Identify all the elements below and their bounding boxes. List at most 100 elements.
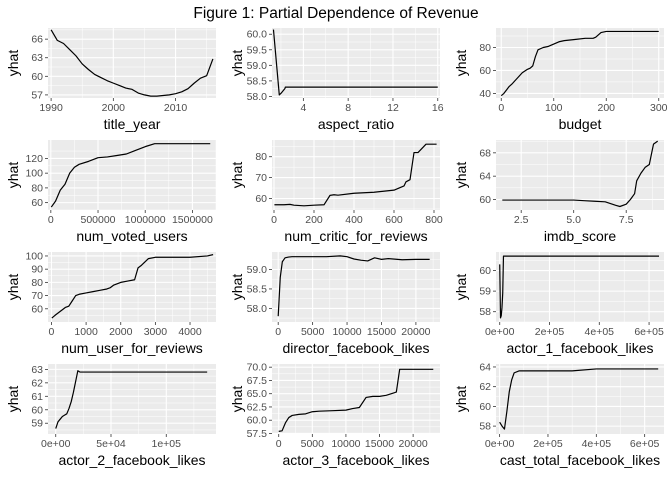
chart-panel-director_facebook_likes: 0 5000 10000 15000 20000 58.0 58.5 59.0 director…	[229, 252, 440, 356]
series-line-num_user_for_reviews	[51, 254, 214, 319]
chart-panel-cast_total_facebook_likes: 0e+00 2e+05 4e+05 6e+05 58 60 62 64 cast_total_f…	[453, 361, 664, 468]
x-tick-label: 8	[345, 102, 351, 114]
y-tick-label: 100	[25, 250, 43, 262]
x-tick-label: 600	[385, 214, 403, 226]
x-tick-label: 2.5	[514, 214, 529, 226]
y-tick-label: 68	[479, 147, 491, 159]
x-tick-label: 5000	[301, 326, 325, 338]
y-tick-label: 70	[31, 290, 43, 302]
x-tick-label: 5.0	[566, 214, 581, 226]
series-line-actor_1_facebook_likes	[499, 255, 660, 319]
y-tick-label: 62	[479, 381, 491, 393]
panel-background	[48, 252, 216, 322]
x-tick-label: 0e+00	[485, 438, 515, 450]
figure-title: Figure 1: Partial Dependence of Revenue	[193, 5, 478, 22]
y-axis-title: yhat	[453, 386, 469, 413]
x-tick-label: 15000	[365, 438, 394, 450]
x-tick-label: 4e+05	[585, 326, 615, 338]
x-axis-title: budget	[559, 116, 602, 132]
y-tick-label: 60.0	[247, 415, 268, 427]
panel-background	[48, 28, 216, 98]
x-tick-label: 5000	[301, 438, 325, 450]
x-axis-title: aspect_ratio	[318, 116, 394, 132]
x-tick-label: 1e+05	[152, 438, 182, 450]
x-tick-label: 3000	[144, 326, 168, 338]
y-tick-label: 59.0	[247, 60, 268, 72]
panel-background	[496, 140, 664, 210]
y-axis-title: yhat	[453, 274, 469, 301]
x-axis-title: actor_2_facebook_likes	[58, 452, 205, 468]
x-tick-label: 0	[49, 326, 55, 338]
y-tick-label: 80	[255, 151, 267, 163]
x-axis-title: num_critic_for_reviews	[284, 228, 427, 244]
x-tick-label: 2e+05	[535, 326, 565, 338]
y-tick-label: 60	[479, 194, 491, 206]
series-line-num_critic_for_reviews	[274, 143, 437, 207]
y-tick-label: 59	[479, 286, 491, 298]
x-tick-label: 0	[276, 438, 282, 450]
x-tick-label: 2000	[109, 326, 133, 338]
y-tick-label: 60	[479, 65, 491, 77]
y-tick-label: 58.5	[247, 75, 268, 87]
panel-background	[272, 364, 440, 434]
y-tick-label: 57	[31, 89, 43, 101]
x-tick-label: 1000	[74, 326, 98, 338]
y-axis-title: yhat	[5, 274, 21, 301]
x-tick-label: 7.5	[619, 214, 634, 226]
x-tick-label: 10000	[332, 326, 361, 338]
y-tick-label: 62	[31, 377, 43, 389]
y-axis-title: yhat	[453, 162, 469, 189]
y-tick-label: 61	[31, 391, 43, 403]
y-tick-label: 60	[479, 265, 491, 277]
x-tick-label: 2e+05	[533, 438, 563, 450]
y-tick-label: 60	[255, 193, 267, 205]
y-tick-label: 100	[25, 168, 43, 180]
y-tick-label: 62.5	[247, 401, 268, 413]
x-tick-label: 200	[305, 214, 323, 226]
chart-panel-aspect_ratio: 4 8 12 16 58.0 58.5 59.0 59.5 60.0 aspect_ratio yh…	[229, 28, 444, 132]
x-tick-label: 0e+00	[485, 326, 515, 338]
x-tick-label: 2010	[164, 102, 188, 114]
series-line-imdb_score	[502, 140, 659, 208]
chart-panel-num_voted_users: 0 500000 1000000 1500000 60 80 100 120 num_voted…	[5, 140, 217, 244]
series-line-aspect_ratio	[272, 29, 438, 96]
y-tick-label: 58	[479, 306, 491, 318]
x-tick-label: 12	[387, 102, 399, 114]
panel-background	[272, 252, 440, 322]
y-tick-label: 80	[479, 42, 491, 54]
panel-background	[48, 140, 216, 210]
panel-background	[48, 364, 216, 434]
y-tick-label: 60	[31, 303, 43, 315]
y-tick-label: 63	[31, 364, 43, 376]
x-tick-label: 1500000	[172, 214, 213, 226]
chart-panel-budget: 0 100 200 300 40 60 80 budget yhat	[453, 28, 668, 132]
panel-background	[272, 28, 440, 98]
x-tick-label: 20000	[399, 438, 428, 450]
x-tick-label: 0	[271, 214, 277, 226]
series-line-title_year	[50, 29, 214, 97]
x-axis-title: num_user_for_reviews	[61, 340, 203, 356]
x-axis-title: actor_3_facebook_likes	[282, 452, 429, 468]
y-axis-title: yhat	[5, 50, 21, 77]
y-tick-label: 60	[31, 404, 43, 416]
y-tick-label: 64	[479, 171, 491, 183]
y-tick-label: 58.0	[247, 303, 268, 315]
y-tick-label: 64	[479, 361, 491, 373]
x-tick-label: 4	[300, 102, 306, 114]
series-line-director_facebook_likes	[277, 255, 430, 317]
series-line-actor_2_facebook_likes	[55, 370, 208, 429]
panel-background	[272, 140, 440, 210]
series-line-actor_3_facebook_likes	[278, 368, 434, 432]
panel-background	[496, 252, 664, 322]
y-tick-label: 40	[479, 88, 491, 100]
y-tick-label: 66	[31, 34, 43, 46]
x-tick-label: 20000	[401, 326, 430, 338]
y-tick-label: 59.0	[247, 264, 268, 276]
y-tick-label: 58.5	[247, 283, 268, 295]
x-tick-label: 300	[650, 102, 668, 114]
x-axis-title: imdb_score	[544, 228, 617, 244]
